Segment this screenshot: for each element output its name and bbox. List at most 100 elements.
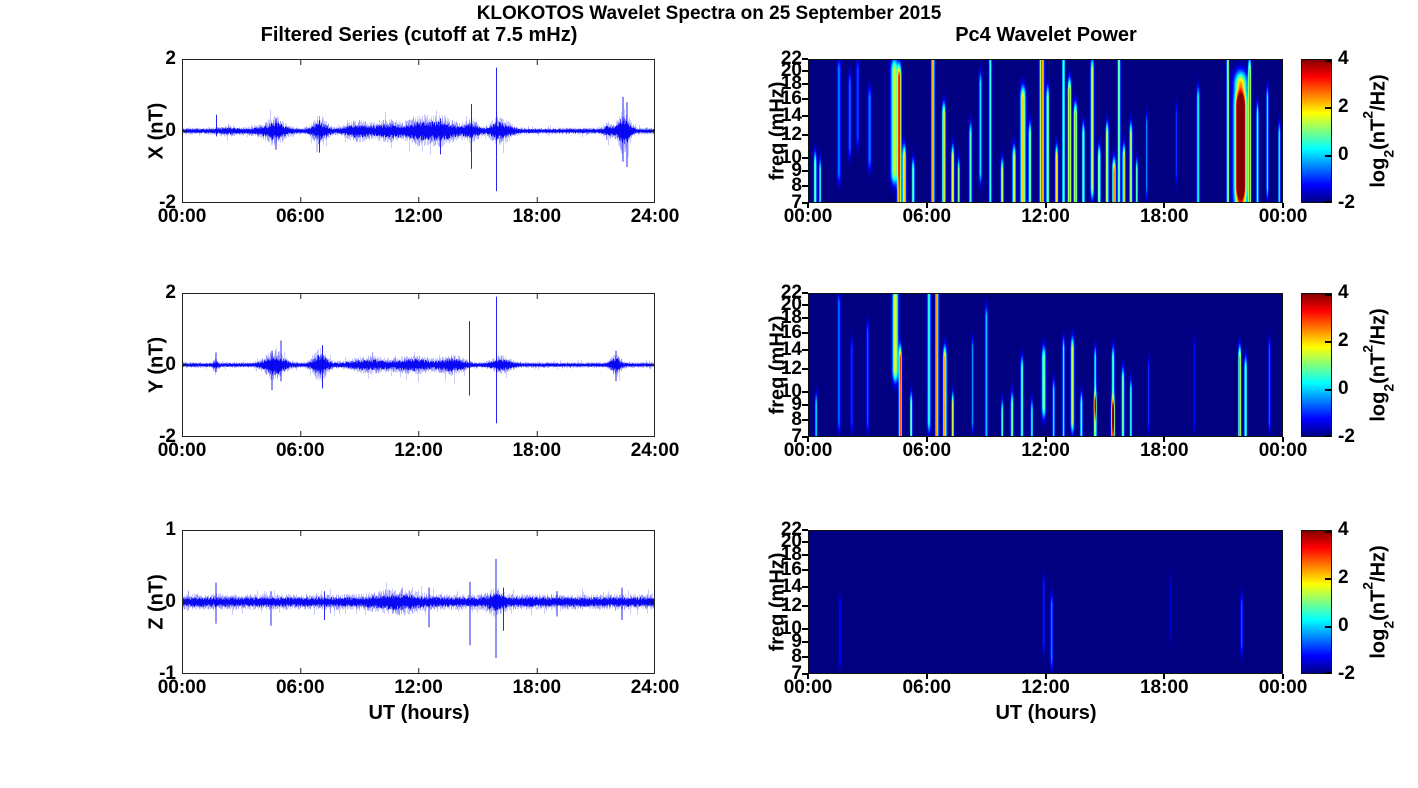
- tick-mark: [1325, 341, 1331, 343]
- tick-mark: [802, 419, 808, 422]
- tick-mark: [1044, 203, 1047, 208]
- tick-mark: [802, 404, 808, 407]
- tick-mark: [1282, 203, 1284, 208]
- y-tick-label: -2: [159, 426, 176, 447]
- tick-mark: [802, 134, 808, 137]
- y-tick-label: 20: [780, 59, 802, 81]
- x-tick-label: 12:00: [1021, 440, 1070, 461]
- x-tick-label: 18:00: [512, 206, 562, 227]
- y-tick-label: 22: [780, 282, 802, 303]
- colorbar-x: [1301, 59, 1332, 203]
- colorbar-x-label: log2(nT2/Hz): [1359, 74, 1397, 188]
- tick-mark: [807, 674, 809, 679]
- right-column-title: Pc4 Wavelet Power: [955, 24, 1137, 46]
- tick-mark: [1044, 437, 1047, 442]
- tick-mark: [802, 605, 808, 608]
- timeseries-x-plot: [182, 59, 655, 203]
- y-tick-label: 8: [791, 646, 802, 668]
- tick-mark: [1325, 155, 1331, 157]
- figure-title: KLOKOTOS Wavelet Spectra on 25 September…: [476, 3, 942, 24]
- tick-mark: [802, 436, 808, 438]
- tick-mark: [802, 202, 808, 204]
- tick-mark: [1325, 60, 1331, 62]
- tick-mark: [1325, 294, 1331, 296]
- tick-mark: [1163, 437, 1166, 442]
- tick-mark: [1282, 674, 1284, 679]
- wavelet-power-x-heatmap: [808, 59, 1283, 203]
- y-tick-label: 0: [165, 354, 176, 375]
- y-tick-label: 10: [780, 147, 802, 169]
- timeseries-y-plot: [182, 293, 655, 437]
- y-tick-label: 16: [780, 322, 802, 344]
- timeseries-z-plot: [182, 530, 655, 674]
- tick-mark: [802, 157, 808, 160]
- colorbar-z: [1301, 530, 1332, 674]
- tick-mark: [1325, 672, 1331, 674]
- tick-mark: [1325, 389, 1331, 391]
- x-tick-label: 12:00: [394, 440, 443, 461]
- y-tick-label: 10: [780, 618, 802, 640]
- y-tick-label: 2: [165, 282, 176, 303]
- x-tick-label: 24:00: [630, 677, 680, 698]
- tick-mark: [802, 58, 808, 60]
- colorbar-tick-label: -2: [1338, 663, 1355, 684]
- tick-mark: [1325, 435, 1331, 437]
- left-xaxis-label: UT (hours): [368, 702, 470, 724]
- y-tick-label: 12: [780, 124, 802, 146]
- tick-mark: [802, 69, 808, 72]
- x-tick-label: 00:00: [157, 677, 207, 698]
- y-tick-label: 12: [780, 595, 802, 617]
- x-tick-label: 12:00: [1021, 206, 1070, 227]
- colorbar-tick-label: 2: [1338, 330, 1349, 351]
- tick-mark: [802, 303, 808, 306]
- x-tick-label: 00:00: [157, 440, 207, 461]
- y-tick-label: 18: [780, 73, 802, 95]
- y-tick-label: 18: [780, 307, 802, 329]
- x-tick-label: 00:00: [783, 677, 833, 698]
- wavelet-power-z-heatmap: [808, 530, 1283, 674]
- tick-mark: [807, 437, 809, 442]
- tick-mark: [802, 673, 808, 675]
- colorbar-tick-label: 0: [1338, 615, 1349, 636]
- y-tick-label: 22: [780, 48, 802, 69]
- x-tick-label: 00:00: [157, 206, 207, 227]
- colorbar-tick-label: 0: [1338, 144, 1349, 165]
- x-tick-label: 12:00: [1021, 677, 1070, 698]
- tick-mark: [802, 317, 808, 320]
- tick-mark: [1325, 107, 1331, 109]
- y-tick-label: 14: [780, 104, 802, 126]
- colorbar-tick-label: 4: [1338, 519, 1349, 540]
- x-tick-label: 18:00: [512, 677, 562, 698]
- tick-mark: [802, 529, 808, 531]
- tick-mark: [1325, 531, 1331, 533]
- tick-mark: [1325, 201, 1331, 203]
- tick-mark: [802, 170, 808, 173]
- tick-mark: [1163, 203, 1166, 208]
- y-tick-label: 0: [165, 591, 176, 612]
- y-tick-label: 16: [780, 88, 802, 110]
- right-xaxis-label: UT (hours): [995, 702, 1097, 724]
- x-tick-label: 06:00: [902, 440, 952, 461]
- colorbar-tick-label: 0: [1338, 378, 1349, 399]
- y-tick-label: 0: [165, 120, 176, 141]
- y-tick-label: 16: [780, 559, 802, 581]
- tick-mark: [802, 368, 808, 371]
- x-tick-label: 18:00: [1139, 206, 1189, 227]
- colorbar-y-label: log2(nT2/Hz): [1359, 308, 1397, 422]
- y-tick-label: 9: [791, 631, 802, 653]
- colorbar-tick-label: 2: [1338, 567, 1349, 588]
- colorbar-tick-label: 4: [1338, 48, 1349, 69]
- left-column-title: Filtered Series (cutoff at 7.5 mHz): [260, 24, 578, 46]
- y-tick-label: 14: [780, 575, 802, 597]
- tick-mark: [925, 674, 928, 679]
- tick-mark: [925, 437, 928, 442]
- x-tick-label: 24:00: [630, 206, 680, 227]
- x-tick-label: 18:00: [512, 440, 562, 461]
- tick-mark: [802, 585, 808, 588]
- x-tick-label: 00:00: [1258, 206, 1308, 227]
- y-tick-label: 7: [791, 663, 802, 684]
- y-tick-label: 7: [791, 192, 802, 213]
- tick-mark: [925, 203, 928, 208]
- tick-mark: [807, 203, 809, 208]
- x-tick-label: 06:00: [275, 440, 325, 461]
